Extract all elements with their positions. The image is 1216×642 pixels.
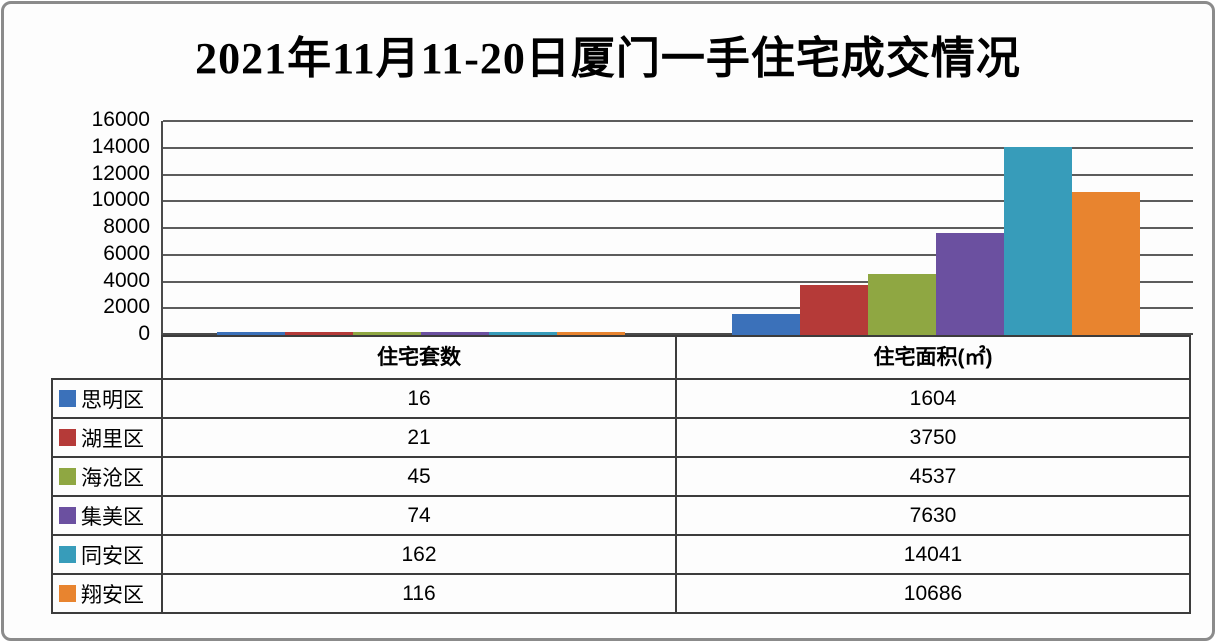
- cell-area: 14041: [903, 543, 963, 566]
- y-axis-tick-label: 12000: [91, 161, 150, 185]
- legend-swatch-icon: [59, 390, 76, 407]
- legend-label: 同安区: [81, 544, 144, 568]
- legend-swatch-icon: [59, 507, 76, 524]
- legend-column: 思明区湖里区海沧区集美区同安区翔安区: [51, 378, 163, 614]
- bar-group-units: [163, 121, 678, 335]
- gridline: [163, 173, 1193, 176]
- y-axis-tick-label: 2000: [103, 295, 150, 319]
- bar-思明区-住宅套数: [216, 332, 285, 335]
- column-header-area: 住宅面积(㎡): [873, 346, 993, 369]
- legend-label: 集美区: [81, 505, 144, 529]
- y-axis-tick-label: 8000: [103, 215, 150, 238]
- cell-area: 4537: [909, 465, 957, 488]
- y-axis-tick-label: 6000: [103, 241, 150, 265]
- gridline: [163, 227, 1193, 229]
- table-row: 162 14041: [163, 536, 1189, 575]
- bar-海沧区-住宅面积(㎡): [867, 274, 936, 335]
- table-row: 116 10686: [163, 575, 1189, 612]
- plot-area: [161, 120, 1193, 335]
- cell-area: 10686: [903, 582, 963, 605]
- cell-units: 74: [163, 497, 677, 534]
- table-row: 45 4537: [163, 458, 1189, 497]
- bar-集美区-住宅套数: [420, 332, 489, 335]
- cell-area: 7630: [909, 504, 957, 527]
- bar-思明区-住宅面积(㎡): [731, 314, 800, 335]
- bar-groups: [163, 121, 1193, 335]
- legend-label: 湖里区: [81, 427, 144, 451]
- cell-units: 16: [163, 380, 677, 417]
- bar-集美区-住宅面积(㎡): [935, 233, 1004, 335]
- gridline: [163, 200, 1193, 203]
- data-table: 住宅套数 住宅面积(㎡) 16 1604 21 3750 45 4537 74 7630 162…: [161, 335, 1191, 614]
- legend-label: 思明区: [81, 388, 144, 412]
- y-axis-tick-label: 4000: [103, 268, 150, 292]
- table-row: 21 3750: [163, 419, 1189, 458]
- bar-group-area: [678, 121, 1193, 335]
- bar-湖里区-住宅面积(㎡): [799, 285, 868, 335]
- legend-item: 同安区: [51, 534, 163, 575]
- column-header-units: 住宅套数: [163, 337, 677, 378]
- legend-item: 翔安区: [51, 573, 163, 614]
- bar-同安区-住宅面积(㎡): [1003, 147, 1072, 335]
- y-axis-tick-label: 0: [138, 322, 150, 345]
- chart-title: 2021年11月11-20日厦门一手住宅成交情况: [195, 34, 1021, 83]
- y-axis-tick-label: 10000: [91, 188, 150, 212]
- legend-swatch-icon: [59, 546, 76, 563]
- gridline: [163, 120, 1193, 122]
- cell-units: 45: [163, 458, 677, 495]
- cell-area: 1604: [909, 387, 957, 410]
- gridline: [163, 280, 1193, 283]
- legend-item: 思明区: [51, 378, 163, 419]
- table-row: 16 1604: [163, 380, 1189, 419]
- legend-label: 翔安区: [81, 583, 144, 607]
- legend-item: 海沧区: [51, 456, 163, 497]
- legend-item: 集美区: [51, 495, 163, 536]
- bar-海沧区-住宅套数: [352, 332, 421, 335]
- legend-swatch-icon: [59, 429, 76, 446]
- y-axis-labels: 0 2000 4000 6000 8000 10000 12000 14000 16000: [4, 108, 150, 345]
- gridline: [163, 253, 1193, 256]
- data-table-header: 住宅套数 住宅面积(㎡): [163, 337, 1189, 380]
- cell-area: 3750: [909, 426, 957, 449]
- gridline: [163, 333, 1193, 335]
- gridline: [163, 307, 1193, 310]
- legend-label: 海沧区: [81, 466, 144, 490]
- bar-湖里区-住宅套数: [284, 332, 353, 335]
- bar-翔安区-住宅套数: [556, 332, 625, 335]
- legend-swatch-icon: [59, 468, 76, 485]
- gridline: [163, 146, 1193, 149]
- data-table-body: 16 1604 21 3750 45 4537 74 7630 162 14041 116 10686: [163, 380, 1189, 612]
- cell-units: 162: [163, 536, 677, 573]
- table-row: 74 7630: [163, 497, 1189, 536]
- legend-swatch-icon: [59, 585, 76, 602]
- cell-units: 21: [163, 419, 677, 456]
- bar-同安区-住宅套数: [488, 332, 557, 335]
- y-axis-tick-label: 16000: [91, 108, 150, 131]
- y-axis-tick-label: 14000: [91, 134, 150, 158]
- bar-翔安区-住宅面积(㎡): [1071, 192, 1140, 335]
- legend-item: 湖里区: [51, 417, 163, 458]
- cell-units: 116: [163, 575, 677, 612]
